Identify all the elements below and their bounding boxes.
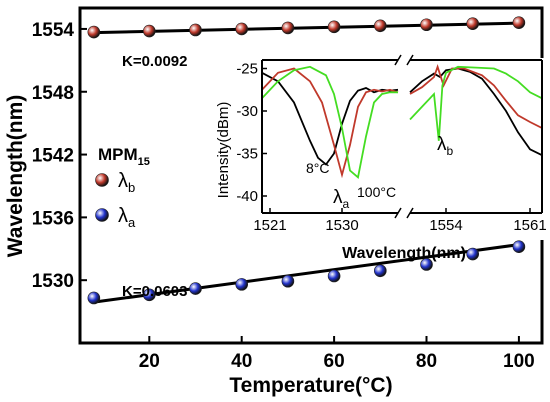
y-axis-label: Wavelength(nm) (4, 95, 27, 258)
data-point-lambda-b (143, 24, 156, 38)
axis-break-mark (394, 207, 402, 219)
fit-label-lambda-b: K=0.0092 (122, 53, 187, 70)
axis-break-mark (406, 54, 414, 66)
main-ticks: 20 40 60 80 100 1530 1536 1542 1548 1554 (32, 20, 535, 372)
data-point-lambda-a (143, 288, 156, 302)
legend-marker (95, 173, 109, 187)
inset-ticks: -25 -30 -35 -40 1521 1530 1554 1561 (236, 61, 546, 235)
legend-entry-lambda-a: λa (118, 205, 136, 230)
fit-line-lambda-a (93, 243, 520, 304)
main-data-points (87, 16, 526, 305)
inset-spectra (261, 63, 543, 179)
legend: MPM15 λb λa (95, 145, 150, 230)
data-point-lambda-a (235, 278, 248, 291)
legend-title: MPM15 (98, 145, 150, 168)
y-tick-label: 1548 (32, 83, 74, 104)
x-tick-label: 20 (139, 351, 160, 372)
inset-chart: -25 -30 -35 -40 1521 1530 1554 1561 Wavelength(… (215, 54, 547, 262)
axis-break-mark (406, 207, 414, 219)
spectrum-left-2 (261, 65, 398, 179)
spectrum-right-2 (409, 65, 543, 141)
legend-marker-lambda-a (95, 208, 109, 222)
data-point-lambda-a (281, 274, 295, 288)
peak-label-lambda-b: λb (437, 134, 454, 158)
inset-y-tick-label: -35 (236, 146, 258, 163)
main-chart: 20 40 60 80 100 1530 1536 1542 1548 1554 Temperat… (4, 6, 544, 397)
legend-lambda-a-main: λ (118, 205, 128, 227)
inset-y-axis-label: Intensity(dBm) (215, 102, 232, 199)
legend-entry-lambda-b: λb (118, 170, 135, 195)
fit-line-lambda-b (93, 21, 519, 35)
data-point-lambda-a (189, 282, 202, 295)
annotation-8c: 8°C (306, 160, 330, 176)
data-point-lambda-b (373, 19, 387, 33)
peak-lambda-b-sub: b (447, 144, 454, 158)
peak-label-lambda-a: λa (333, 187, 350, 211)
data-point-lambda-b (235, 22, 248, 36)
inset-x-tick-label: 1554 (429, 217, 462, 234)
inset-x-tick-label: 1521 (253, 217, 286, 234)
data-point-lambda-a (373, 264, 387, 278)
data-point-lambda-a (87, 291, 101, 305)
spectrum-left-1 (261, 67, 399, 179)
legend-lambda-b-main: λ (118, 170, 128, 192)
data-point-lambda-a (466, 247, 480, 261)
x-tick-label: 40 (231, 351, 252, 372)
x-tick-label: 80 (416, 351, 437, 372)
peak-lambda-a-main: λ (333, 187, 343, 208)
peak-lambda-b-main: λ (437, 134, 447, 155)
data-point-lambda-a (512, 240, 526, 253)
inset-x-tick-label: 1561 (513, 217, 546, 234)
data-point-lambda-b (466, 17, 480, 31)
data-point-lambda-b (87, 25, 101, 39)
x-tick-label: 60 (324, 351, 345, 372)
x-tick-label: 100 (503, 351, 535, 372)
data-point-lambda-b (281, 21, 295, 35)
y-tick-label: 1536 (32, 208, 74, 229)
legend-marker-lambda-b (95, 173, 109, 187)
peak-lambda-a-sub: a (343, 197, 350, 211)
spectrum-right-1 (409, 63, 543, 129)
inset-x-axis-label: Wavelength(nm) (342, 245, 466, 262)
y-tick-label: 1542 (32, 146, 74, 167)
inset-y-tick-label: -40 (236, 188, 258, 205)
main-fit-lines (93, 21, 520, 304)
data-point-lambda-b (420, 18, 433, 32)
data-point-lambda-a (420, 258, 433, 271)
legend-title-main: MPM (98, 145, 138, 164)
legend-marker (95, 208, 109, 222)
y-tick-label: 1554 (32, 20, 75, 41)
inset-background (262, 58, 545, 240)
inset-y-tick-label: -30 (236, 103, 258, 120)
inset-y-tick-label: -25 (236, 61, 258, 78)
data-point-lambda-b (189, 23, 202, 37)
legend-lambda-b-sub: b (128, 180, 135, 195)
legend-title-sub: 15 (138, 156, 150, 168)
data-point-lambda-b (327, 20, 341, 34)
inset-x-tick-label: 1530 (325, 217, 358, 234)
data-point-lambda-a (327, 269, 341, 283)
annotation-100c: 100°C (357, 184, 396, 200)
axis-break-mark (394, 54, 402, 66)
inset-frame (261, 54, 543, 219)
data-point-lambda-b (512, 16, 526, 29)
y-tick-label: 1530 (32, 271, 74, 292)
x-axis-label: Temperature(°C) (229, 374, 392, 397)
spectrum-right-0 (409, 67, 543, 157)
fit-label-lambda-a: K=0.0603 (122, 283, 187, 300)
legend-lambda-a-sub: a (128, 215, 136, 230)
